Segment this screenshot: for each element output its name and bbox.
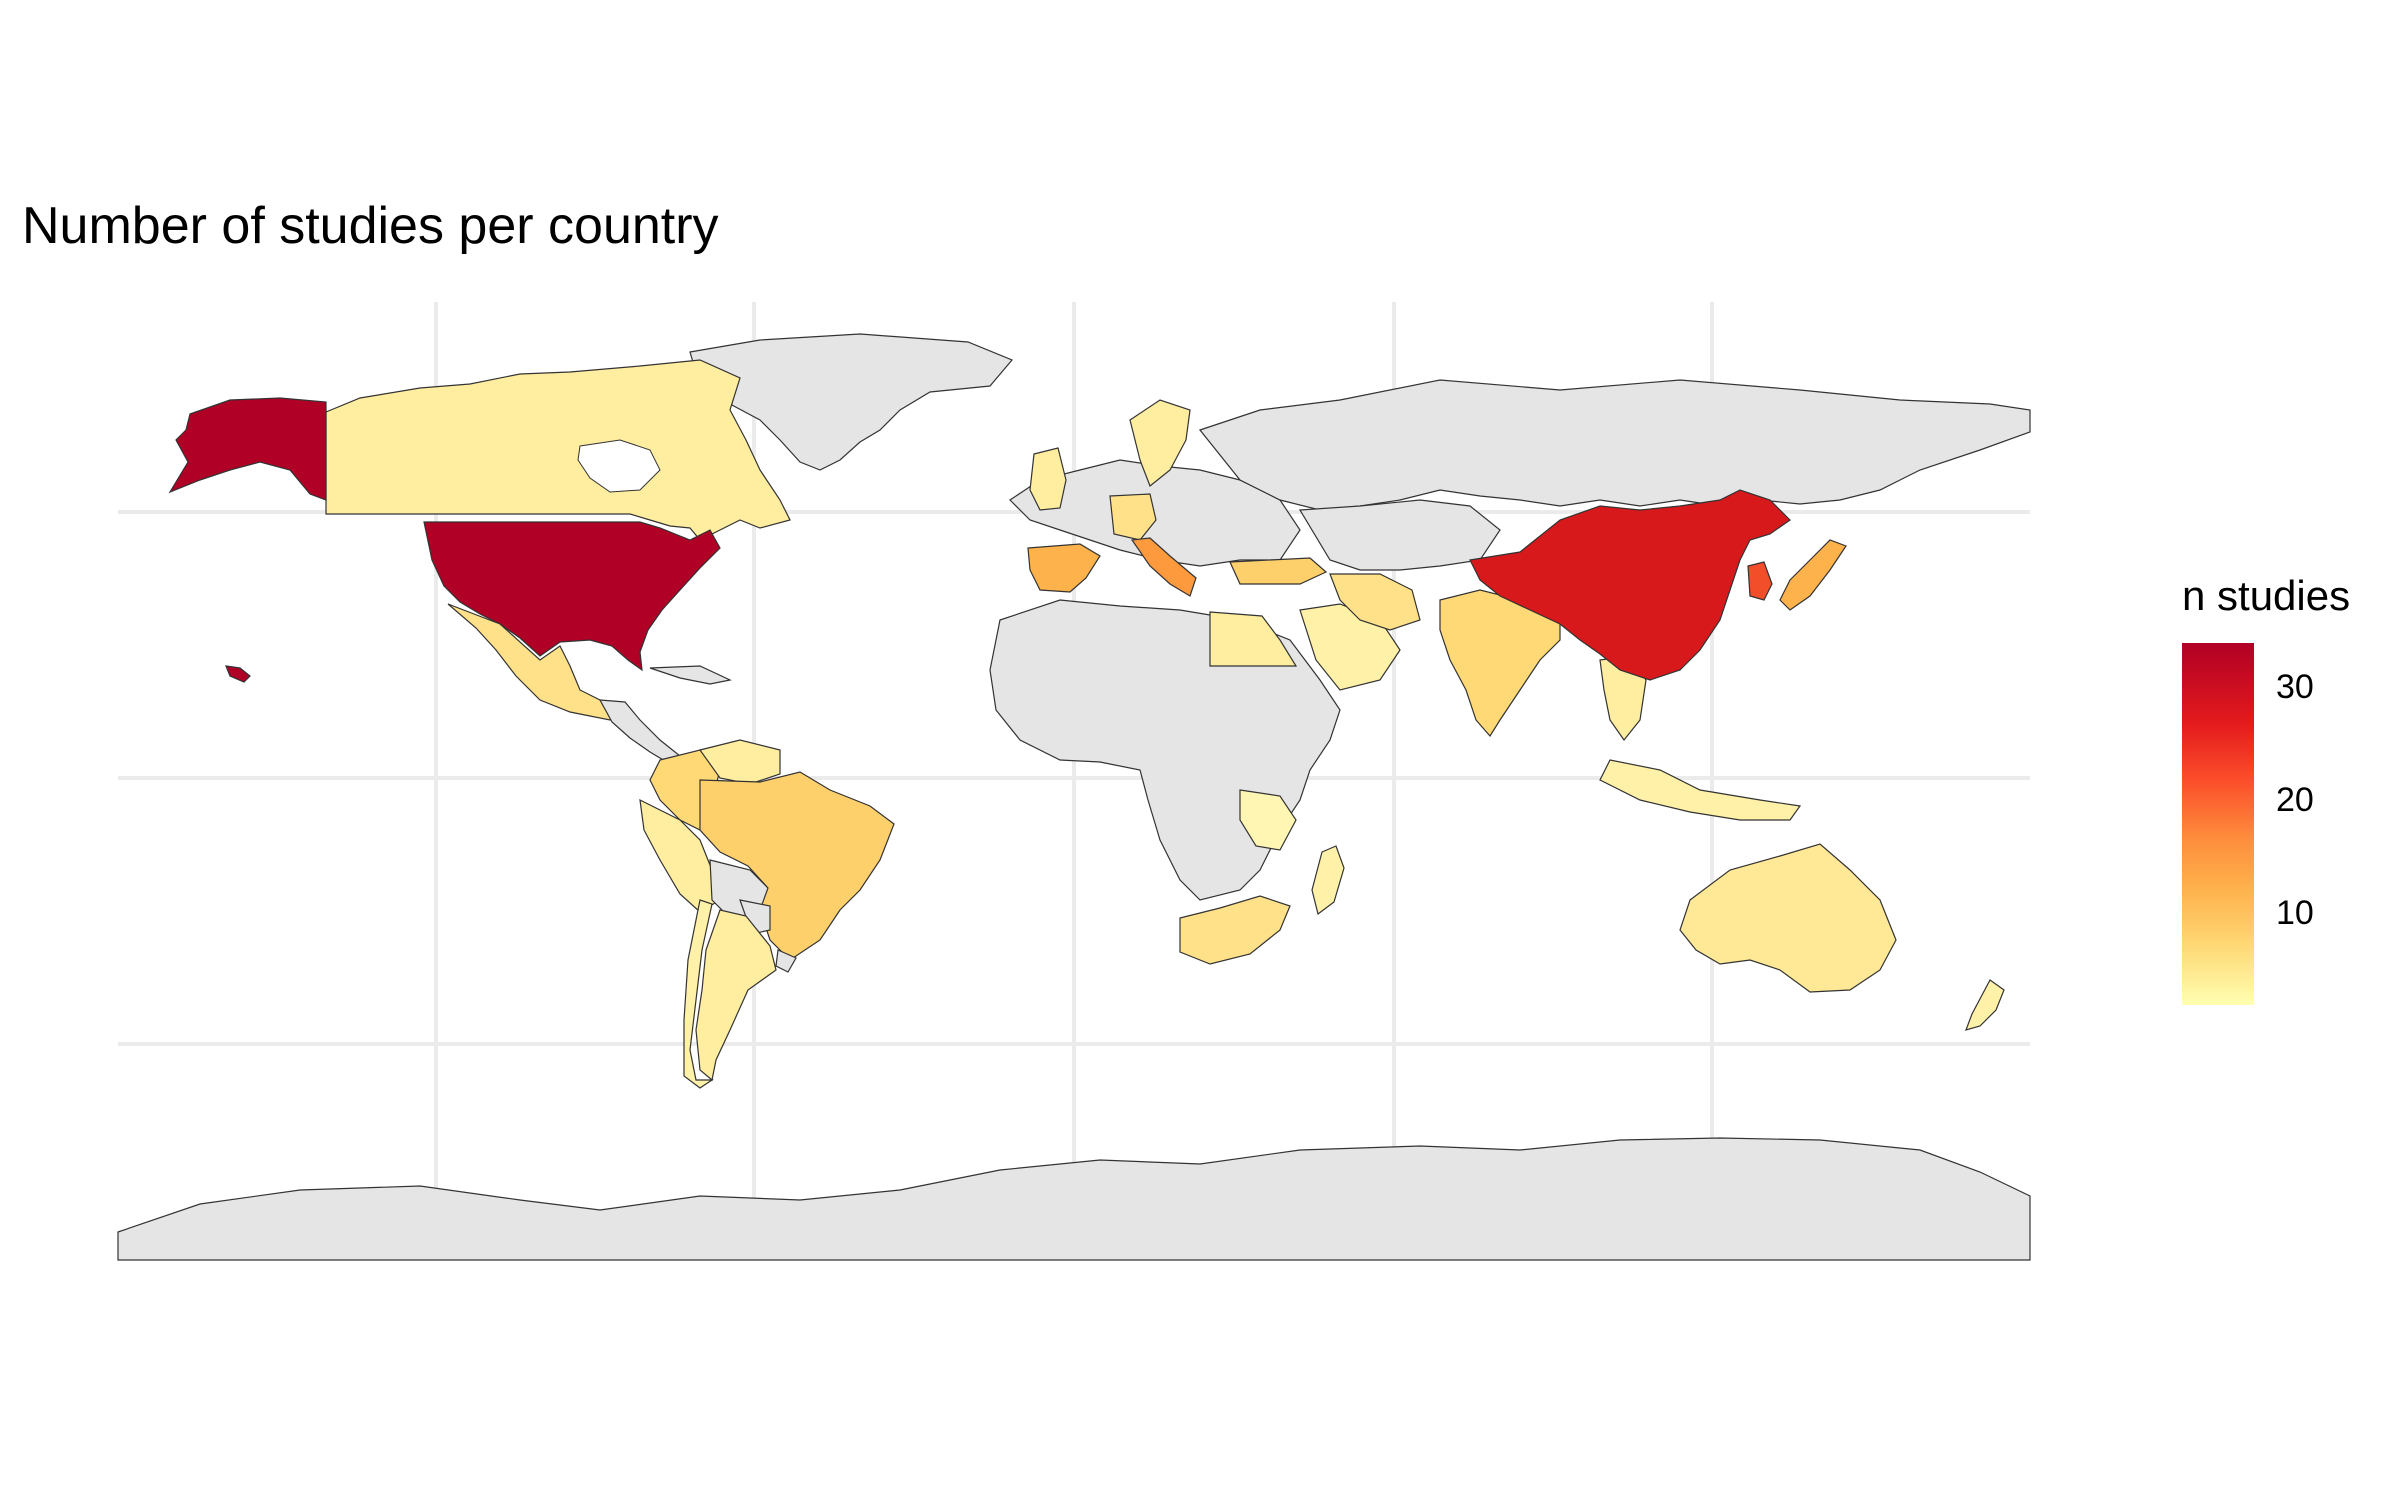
country-brazil[interactable] (699, 771, 895, 961)
country-madagascar[interactable] (1311, 845, 1345, 916)
legend-tick-10 (2254, 912, 2264, 914)
country-chile[interactable] (683, 899, 714, 1089)
legend-tick-20 (2254, 799, 2264, 801)
country-turkey[interactable] (1229, 557, 1328, 585)
legend-title: n studies (2182, 572, 2351, 619)
country-cuba[interactable] (649, 665, 732, 685)
country-china[interactable] (1469, 489, 1791, 681)
country-italy[interactable] (1130, 537, 1197, 597)
country-antarctica[interactable] (117, 1137, 2031, 1261)
country-africa-rest[interactable] (989, 599, 1341, 901)
country-canada[interactable] (325, 359, 791, 541)
country-hawaii[interactable] (225, 665, 251, 683)
legend-label-30: 30 (2276, 668, 2314, 706)
country-uk[interactable] (1029, 447, 1067, 511)
country-usa[interactable] (423, 521, 721, 672)
country-russia[interactable] (1198, 379, 2031, 511)
legend-colorbar (2182, 643, 2254, 1005)
country-south-africa[interactable] (1179, 895, 1291, 965)
hudson-bay (577, 439, 661, 493)
legend-label-10: 10 (2276, 894, 2314, 932)
country-japan[interactable] (1779, 539, 1847, 611)
country-venezuela[interactable] (698, 739, 781, 785)
country-australia[interactable] (1679, 843, 1897, 993)
country-zambia[interactable] (1239, 789, 1297, 851)
country-sweden[interactable] (1129, 399, 1191, 487)
country-central-america[interactable] (598, 699, 681, 765)
countries-layer (117, 333, 2031, 1261)
legend-tick-30 (2254, 686, 2264, 688)
legend-label-20: 20 (2276, 781, 2314, 819)
plot-title: Number of studies per country (22, 197, 719, 255)
country-germany[interactable] (1109, 493, 1157, 541)
country-egypt[interactable] (1209, 611, 1298, 667)
country-indonesia[interactable] (1599, 759, 1802, 821)
country-uruguay[interactable] (775, 949, 797, 973)
country-alaska[interactable] (168, 397, 327, 501)
country-iran[interactable] (1329, 573, 1421, 631)
country-greenland[interactable] (689, 333, 1013, 471)
country-spain[interactable] (1027, 543, 1101, 593)
country-south-korea[interactable] (1747, 561, 1773, 601)
country-new-zealand[interactable] (1965, 979, 2005, 1031)
country-argentina[interactable] (695, 909, 777, 1082)
